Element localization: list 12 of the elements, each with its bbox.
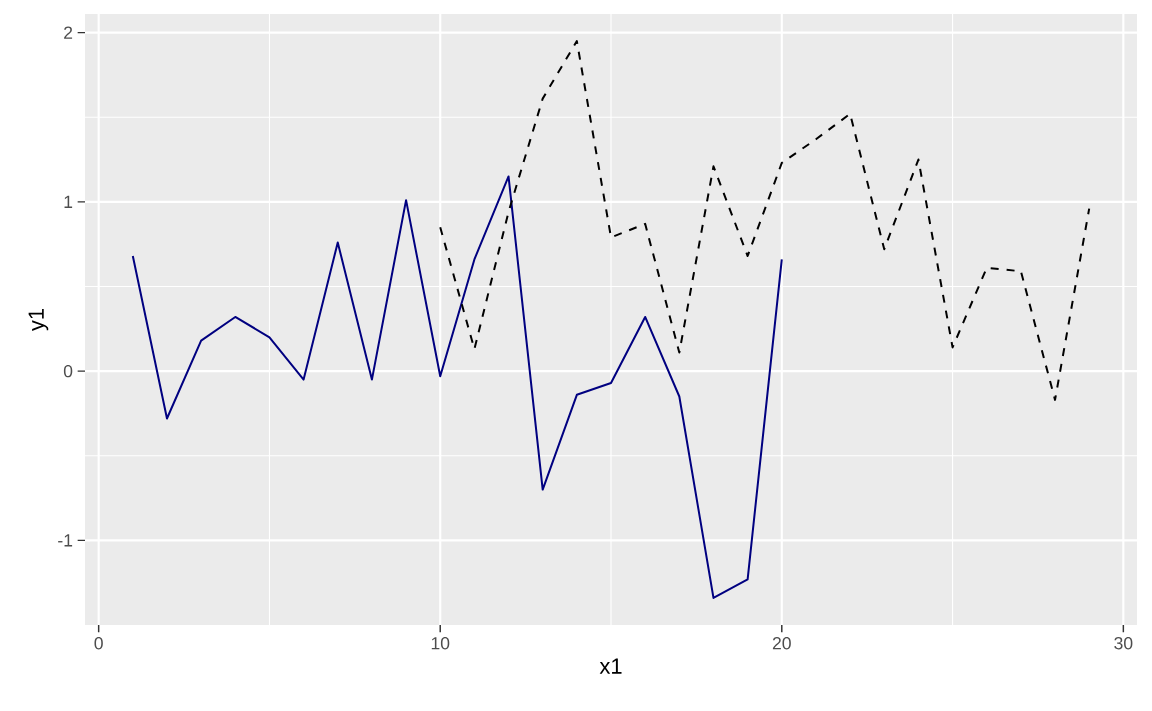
x-tick-label: 10 [431,637,450,650]
y-tick-label: 1 [64,195,73,208]
x-tick-label: 30 [1114,637,1133,650]
x-tick-label: 0 [94,637,103,650]
x-axis-title: x1 [599,658,622,674]
line-series [439,40,1091,401]
x-tick-label: 20 [772,637,791,650]
y-tick-label: -1 [58,534,73,547]
y-tick-label: 0 [63,364,73,378]
line-series [131,175,783,599]
y-tick-label: 2 [64,26,73,39]
y-axis-title: y1 [28,308,49,332]
